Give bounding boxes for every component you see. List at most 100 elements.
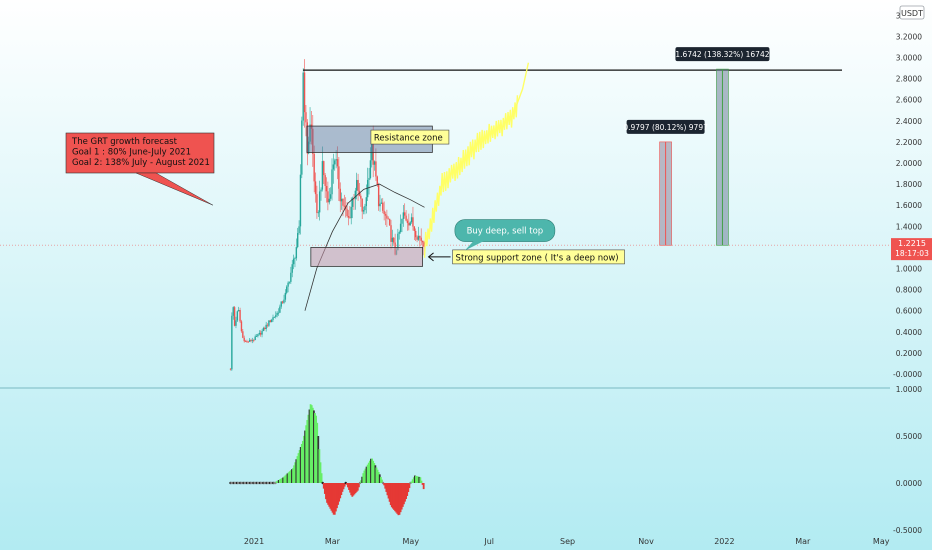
oscillator-bar <box>325 483 327 500</box>
candle <box>357 179 359 191</box>
candle <box>279 306 281 313</box>
candle <box>301 120 303 175</box>
goal2-label-box <box>675 47 770 62</box>
candle <box>393 237 395 243</box>
oscillator-bar <box>350 483 353 496</box>
oscillator-bar <box>397 483 400 516</box>
support-label: Strong support zone ( It's a deep now) <box>456 253 619 263</box>
candle <box>377 184 380 207</box>
oscillator-bar <box>352 483 355 496</box>
oscillator-bar <box>283 476 286 483</box>
candle <box>302 72 304 121</box>
candle <box>258 332 260 335</box>
oscillator-bar <box>276 480 279 483</box>
oscillator-bar <box>329 483 332 509</box>
oscillator-bar <box>277 480 280 483</box>
candle <box>349 217 351 219</box>
oscillator-bar <box>412 477 415 483</box>
candle <box>328 198 330 203</box>
oscillator-bar <box>374 465 377 483</box>
price-tick-label: -0.0000 <box>893 370 922 379</box>
support-zone[interactable] <box>310 246 423 267</box>
time-axis[interactable]: 2021 Mar May Jul Sep Nov 2022 Mar May <box>244 537 890 546</box>
drawing-annotations[interactable]: Resistance zone Strong support zone ( It'… <box>65 47 842 267</box>
oscillator-bar <box>317 436 320 483</box>
price-tick-label: 0.2000 <box>896 349 922 358</box>
forecast-note[interactable] <box>65 132 215 174</box>
projection-curve[interactable] <box>512 62 530 116</box>
candle <box>275 315 277 317</box>
price-tick-label: 1.6000 <box>896 201 922 210</box>
candle <box>312 128 314 154</box>
candle <box>404 212 406 216</box>
price-tick-label: 3.2000 <box>896 32 922 41</box>
oscillator-bar <box>287 472 290 483</box>
oscillator-bar <box>406 483 409 496</box>
candle <box>382 202 384 211</box>
oscillator-bar <box>326 483 328 503</box>
price-tick-label: 3.0000 <box>896 54 922 63</box>
oscillator-bar <box>312 410 315 483</box>
projection-zigzag[interactable] <box>423 95 519 258</box>
oscillator-bar <box>323 483 326 494</box>
candle <box>253 340 255 341</box>
candle <box>405 215 407 221</box>
candle <box>391 237 394 242</box>
candle <box>375 161 377 177</box>
oscillator-axis[interactable]: 1.0000 0.5000 0.0000 -0.5000 <box>893 385 922 535</box>
oscillator-bar <box>421 483 424 485</box>
price-tick-label: 2.6000 <box>896 96 922 105</box>
oscillator-bar <box>281 478 283 483</box>
candle <box>401 218 403 224</box>
price-axis[interactable]: 3.40003.20003.00002.80002.60002.40002.20… <box>893 11 922 379</box>
oscillator-bar <box>385 483 388 492</box>
candle <box>280 301 282 307</box>
forecast-note-pointer <box>135 172 214 206</box>
candle <box>354 190 357 199</box>
oscillator-bar <box>351 483 354 497</box>
oscillator-bar <box>282 477 285 483</box>
oscillator-bar <box>275 481 278 483</box>
oscillator-bar <box>372 460 375 483</box>
candle <box>398 232 400 234</box>
oscillator-pane[interactable] <box>229 404 425 516</box>
oscillator-bar <box>413 475 416 483</box>
candle <box>371 140 373 161</box>
oscillator-bar <box>332 483 335 515</box>
candle <box>342 198 344 206</box>
candle <box>248 339 251 342</box>
oscillator-bar <box>331 483 334 513</box>
currency-badge[interactable]: USDT <box>899 5 925 20</box>
time-tick-label: May <box>873 537 890 546</box>
price-tick-label: 2.4000 <box>896 117 922 126</box>
oscillator-bar <box>338 483 341 502</box>
oscillator-bar <box>392 483 394 509</box>
oscillator-bar <box>420 480 423 483</box>
oscillator-bar <box>278 479 281 483</box>
candle <box>242 331 244 338</box>
oscillator-bar <box>367 462 370 483</box>
candle <box>320 189 322 192</box>
forecast-note-line: Goal 2: 138% July - August 2021 <box>72 158 210 168</box>
candle <box>329 194 332 199</box>
price-pane[interactable] <box>0 59 890 371</box>
candle <box>314 181 317 195</box>
candle <box>338 166 340 189</box>
oscillator-bar <box>297 453 300 483</box>
candle <box>416 237 418 240</box>
buy-bubble[interactable] <box>454 219 556 242</box>
oscillator-bar <box>386 483 389 496</box>
candle <box>276 312 278 316</box>
current-price-tag: 1.2215 18:17:03 <box>891 238 932 261</box>
candle <box>307 141 310 154</box>
candle <box>318 191 321 213</box>
price-tick-label: 1.4000 <box>896 222 922 231</box>
candle <box>379 203 381 207</box>
time-tick-label: Mar <box>795 537 811 546</box>
oscillator-bar <box>345 483 348 485</box>
candle <box>240 321 243 332</box>
candle <box>270 319 273 323</box>
oscillator-tick-label: 0.0000 <box>896 479 922 488</box>
oscillator-bar <box>417 476 420 483</box>
oscillator-bar <box>318 449 321 483</box>
